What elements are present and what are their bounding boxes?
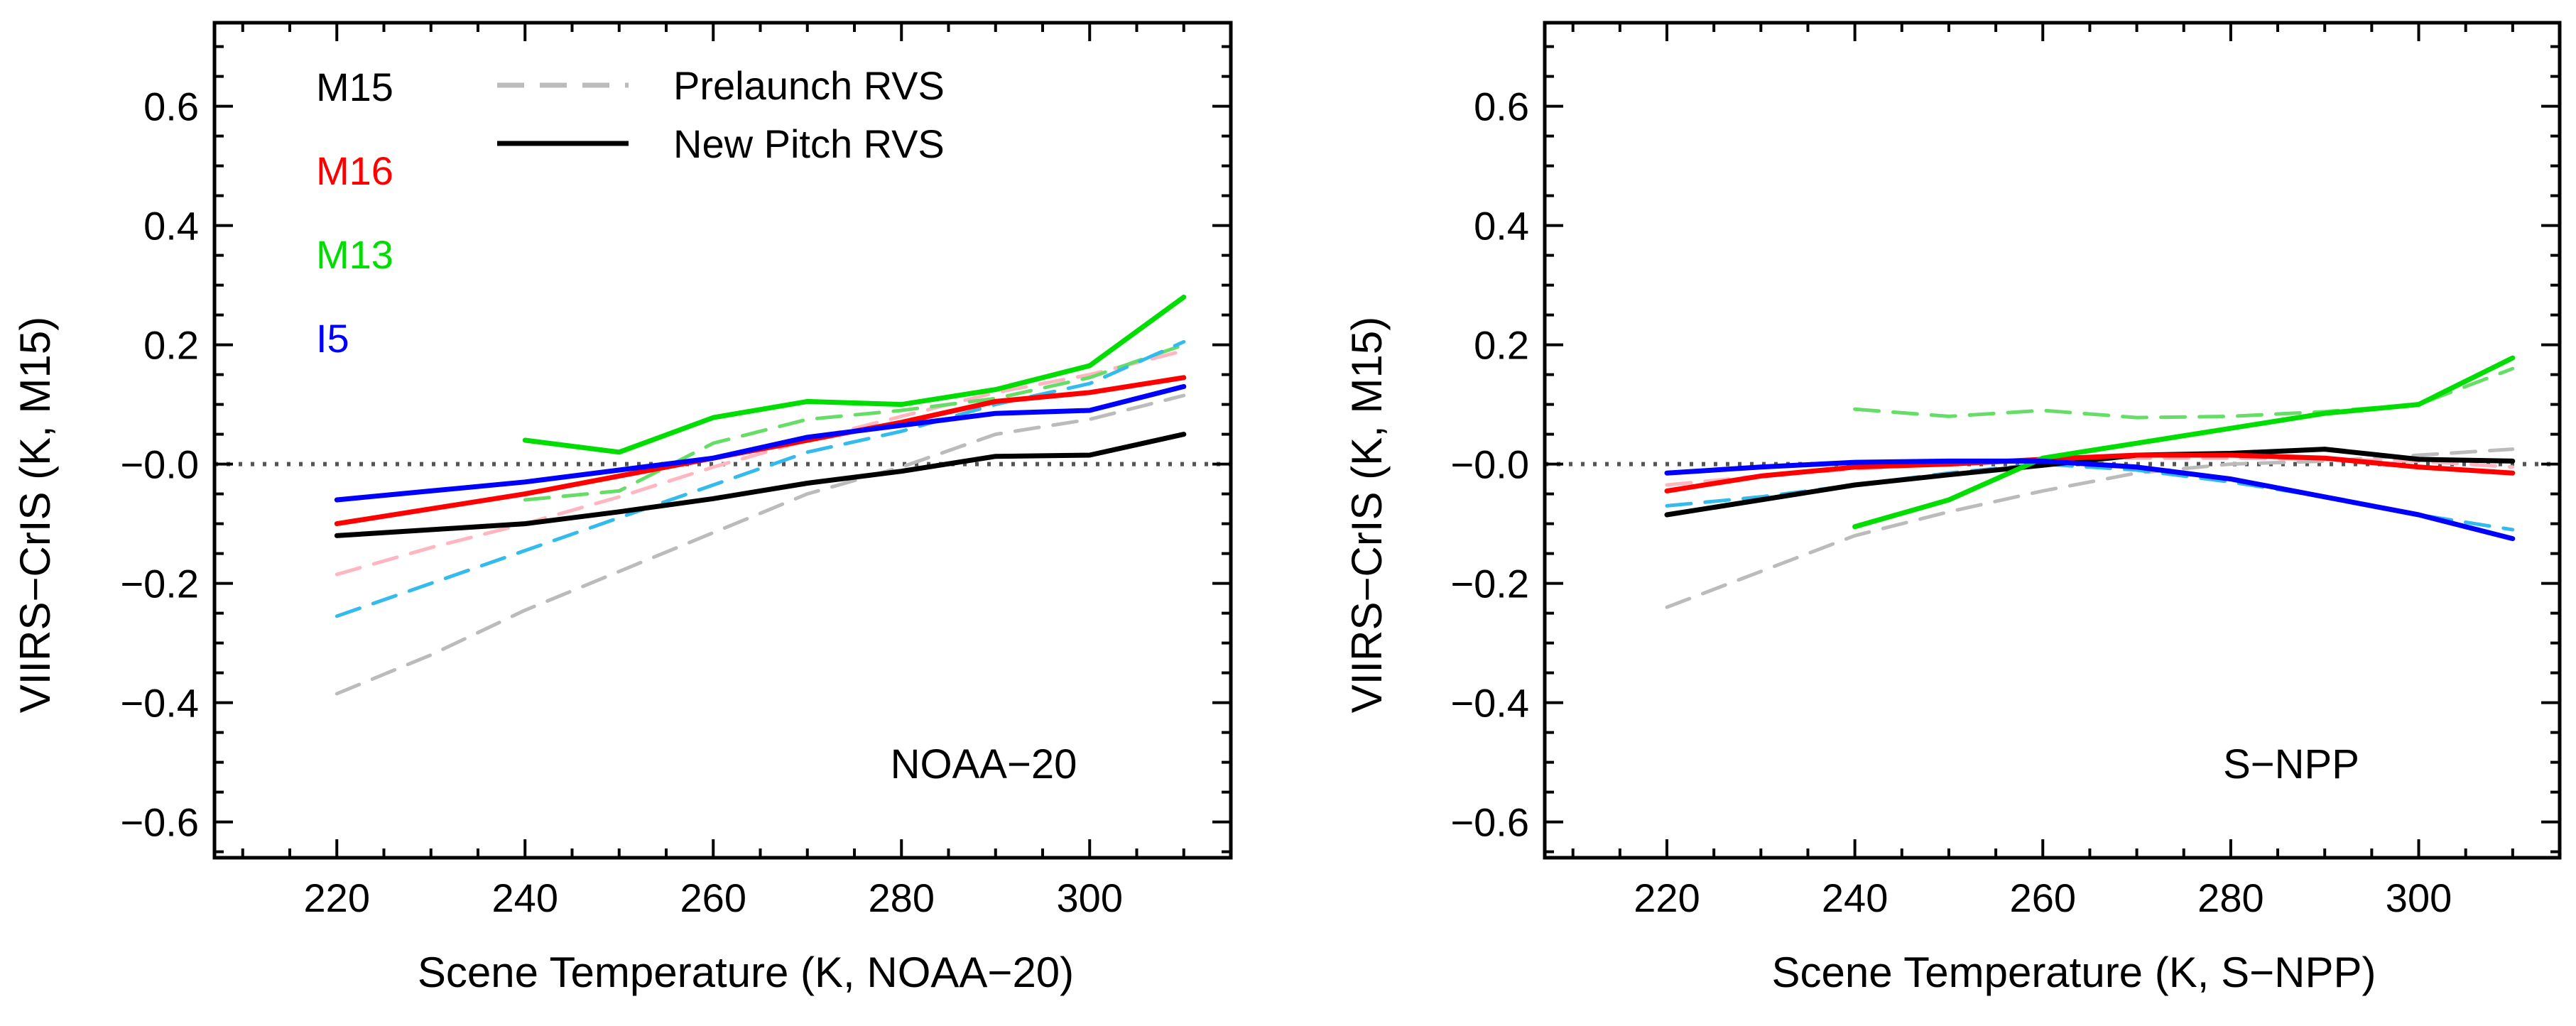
plot-area-snpp: 220 240 260 280 300 −0.6 −0.4 −0.2 −0.0 0.2 0.4 0.6	[1450, 21, 2562, 920]
x-tick-label: 280	[2197, 875, 2263, 920]
y-tick-label: −0.2	[1450, 562, 1529, 606]
x-tick-label: 300	[2386, 875, 2452, 920]
x-axis-title: Scene Temperature (K, NOAA−20)	[418, 949, 1074, 996]
series-m16-prelaunch-rvs	[335, 349, 1186, 577]
x-axis-title: Scene Temperature (K, S−NPP)	[1772, 949, 2376, 996]
x-tick-label: 280	[869, 875, 935, 920]
series-m13-prelaunch-rvs	[523, 343, 1186, 502]
panel-label: NOAA−20	[891, 741, 1077, 787]
y-tick-label: −0.4	[120, 681, 199, 726]
series-m15-new-pitch-rvs	[334, 432, 1187, 538]
series-m15-prelaunch-rvs	[1665, 447, 2515, 609]
panel-label: S−NPP	[2223, 741, 2359, 787]
plot-area-noaa20: 220 240 260 280 300 −0.6 −0.4 −0.2 −0.0 0.2 0.4 0.6	[120, 21, 1233, 920]
series-m13-new-pitch-rvs	[522, 294, 1187, 455]
axes-frame	[1543, 21, 2562, 860]
y-tick-label: 0.6	[143, 84, 199, 129]
y-tick-label: −0.0	[1450, 442, 1529, 487]
y-tick-label: 0.2	[1474, 323, 1529, 368]
series-i5-new-pitch-rvs	[334, 383, 1187, 503]
y-tick-label: −0.4	[1450, 681, 1529, 726]
y-tick-label: 0.2	[143, 323, 199, 368]
series-group	[334, 294, 1187, 696]
x-tick-label: 240	[1822, 875, 1888, 920]
series-m13-new-pitch-rvs	[1852, 355, 2516, 530]
y-tick-label: 0.6	[1474, 84, 1529, 129]
y-tick-label: 0.4	[1474, 204, 1529, 249]
x-tick-label: 220	[304, 875, 370, 920]
x-tick-label: 220	[1634, 875, 1700, 920]
series-m15-prelaunch-rvs	[335, 393, 1186, 696]
x-tick-label: 260	[2010, 875, 2076, 920]
y-tick-label: −0.2	[120, 562, 199, 606]
legend-style-prelaunch: Prelaunch RVS	[673, 63, 945, 108]
series-m15-new-pitch-rvs	[1664, 447, 2516, 518]
y-axis-title: VIIRS−CrIS (K, M15)	[1343, 317, 1391, 713]
y-tick-label: −0.0	[120, 442, 199, 487]
series-i5-prelaunch-rvs	[335, 339, 1186, 618]
panel-noaa20: 220 240 260 280 300 −0.6 −0.4 −0.2 −0.0 0.2 0.4 0.6…	[11, 21, 1233, 996]
panel-snpp: 220 240 260 280 300 −0.6 −0.4 −0.2 −0.0 0.2 0.4 0.6…	[1343, 21, 2562, 996]
series-m16-new-pitch-rvs	[1664, 452, 2516, 493]
series-i5-new-pitch-rvs	[1664, 458, 2516, 542]
x-tick-label: 260	[680, 875, 746, 920]
y-tick-label: 0.4	[143, 204, 199, 249]
legend-band-m15: M15	[316, 65, 393, 109]
y-tick-label: −0.6	[1450, 800, 1529, 845]
series-group	[1664, 355, 2516, 609]
y-tick-label: −0.6	[120, 800, 199, 845]
x-tick-label: 300	[1057, 875, 1123, 920]
axes-frame	[212, 21, 1233, 860]
x-tick-label: 240	[492, 875, 558, 920]
legend-style-new-pitch: New Pitch RVS	[673, 121, 945, 166]
legend-band-m13: M13	[316, 232, 393, 277]
y-axis-title: VIIRS−CrIS (K, M15)	[11, 317, 59, 713]
legend-band-i5: I5	[316, 316, 349, 361]
legend-band-m16: M16	[316, 148, 393, 193]
